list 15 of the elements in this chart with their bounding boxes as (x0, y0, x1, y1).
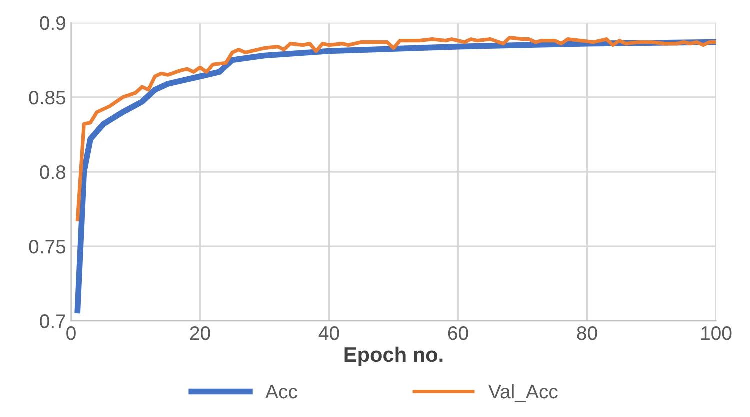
y-tick-label: 0.85 (29, 90, 66, 105)
legend-label: Acc (266, 385, 298, 399)
x-tick-label: 40 (318, 326, 340, 340)
legend-label: Val_Acc (488, 384, 558, 402)
x-tick-label: 100 (702, 326, 732, 340)
y-tick-label: 0.9 (40, 16, 66, 30)
y-tick-label: 0.7 (40, 314, 66, 328)
y-tick-label: 0.75 (29, 240, 66, 254)
x-tick-label: 20 (190, 326, 210, 340)
x-tick-label: 60 (448, 326, 468, 340)
x-tick-label: 0 (66, 326, 76, 340)
x-axis-title: Epoch no. (344, 346, 443, 366)
line-series (76, 36, 716, 222)
x-tick-label: 80 (577, 326, 598, 340)
y-tick-label: 0.8 (40, 165, 66, 180)
